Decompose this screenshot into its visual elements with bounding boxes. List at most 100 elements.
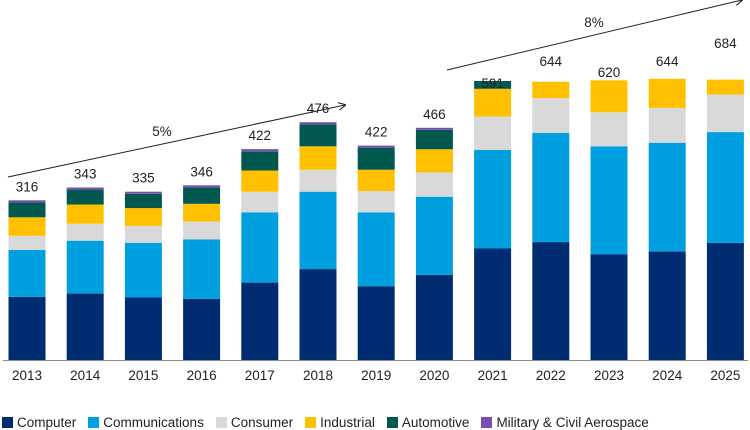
bar-segment-computer-2020 <box>415 274 453 360</box>
total-label-2014: 343 <box>74 167 97 182</box>
bar-segment-computer-2016 <box>183 298 221 360</box>
bar-segment-industrial-2022 <box>532 81 570 98</box>
bar-segment-automotive-2017 <box>241 151 279 171</box>
bar-segment-computer-2013 <box>8 296 46 360</box>
cagr-annotations: 5% 8% <box>7 0 742 178</box>
total-label-2015: 335 <box>132 171 155 186</box>
total-label-2017: 422 <box>249 128 272 143</box>
bar-segment-communications-2014 <box>66 240 104 294</box>
bar-segment-consumer-2013 <box>8 235 46 250</box>
legend-swatch <box>88 416 100 428</box>
bar-segment-industrial-2018 <box>299 146 337 170</box>
bar-segment-military-civil-aerospace-2015 <box>124 191 162 194</box>
bar-segment-computer-2015 <box>124 297 162 360</box>
legend-swatch <box>386 416 398 428</box>
legend-item-military-civil-aerospace: Military & Civil Aerospace <box>481 414 649 430</box>
bar-segment-communications-2024 <box>648 142 686 252</box>
legend-swatch <box>305 416 317 428</box>
bar-segment-industrial-2016 <box>183 203 221 222</box>
bar-segment-communications-2013 <box>8 249 46 297</box>
total-label-2021: 591 <box>481 76 504 91</box>
bar-segment-communications-2021 <box>474 149 512 249</box>
bar-segment-consumer-2017 <box>241 191 279 213</box>
legend-label: Communications <box>103 414 204 430</box>
growth-label: 5% <box>152 124 172 139</box>
bar-segment-military-civil-aerospace-2020 <box>415 127 453 130</box>
bar-segment-automotive-2015 <box>124 193 162 209</box>
bar-segment-industrial-2020 <box>415 149 453 173</box>
bar-segment-computer-2025 <box>706 242 744 360</box>
bar-segment-communications-2022 <box>532 132 570 243</box>
x-tick-label: 2017 <box>245 368 275 383</box>
bar-segment-military-civil-aerospace-2016 <box>183 185 221 188</box>
bar-segment-communications-2020 <box>415 196 453 275</box>
bar-segment-computer-2023 <box>590 254 628 360</box>
x-tick-label: 2022 <box>536 368 566 383</box>
bar-segment-consumer-2025 <box>706 94 744 133</box>
bar-segment-communications-2023 <box>590 146 628 255</box>
legend-label: Industrial <box>320 414 375 430</box>
bar-segment-computer-2019 <box>357 286 395 360</box>
legend-item-industrial: Industrial <box>305 415 375 430</box>
bar-segment-military-civil-aerospace-2014 <box>66 187 104 190</box>
legend-swatch <box>215 416 227 428</box>
bar-segment-industrial-2021 <box>474 88 512 117</box>
bar-segment-automotive-2016 <box>183 187 221 204</box>
bar-segment-automotive-2021 <box>474 81 512 89</box>
bar-segment-industrial-2017 <box>241 170 279 192</box>
legend-item-automotive: Automotive <box>386 415 469 430</box>
total-label-2022: 644 <box>540 54 563 69</box>
total-label-2024: 644 <box>656 54 679 69</box>
bar-segment-consumer-2022 <box>532 98 570 133</box>
bar-segment-automotive-2013 <box>8 202 46 218</box>
bar-segment-communications-2015 <box>124 242 162 298</box>
bar-segment-industrial-2014 <box>66 204 104 224</box>
legend-item-consumer: Consumer <box>215 415 293 430</box>
bar-segment-communications-2017 <box>241 212 279 283</box>
bar-segment-industrial-2025 <box>706 79 744 95</box>
legend-swatch <box>2 416 13 428</box>
bar-segment-consumer-2018 <box>299 169 337 192</box>
total-label-2023: 620 <box>598 65 621 80</box>
bar-segment-communications-2016 <box>183 239 221 299</box>
x-tick-label: 2015 <box>128 368 158 383</box>
bar-segment-industrial-2013 <box>8 217 46 236</box>
bar-segment-computer-2017 <box>241 282 279 360</box>
legend-swatch <box>481 416 493 428</box>
legend: Computer Communications Consumer Industrial… <box>2 414 661 430</box>
bar-segment-automotive-2020 <box>415 130 453 150</box>
x-tick-label: 2021 <box>478 368 508 383</box>
bar-segment-consumer-2021 <box>474 116 512 150</box>
bar-segment-consumer-2023 <box>590 112 628 147</box>
growth-label: 8% <box>584 15 604 30</box>
bar-segment-military-civil-aerospace-2013 <box>8 200 46 203</box>
bar-segment-consumer-2016 <box>183 221 221 240</box>
bar-segment-computer-2021 <box>474 248 512 360</box>
bar-segment-communications-2018 <box>299 191 337 270</box>
bar-segment-communications-2025 <box>706 132 744 243</box>
bars-layer <box>8 78 744 360</box>
x-tick-label: 2013 <box>12 368 42 383</box>
bar-segment-consumer-2015 <box>124 225 162 243</box>
x-tick-label: 2014 <box>70 368 101 383</box>
x-axis-ticks: 2013 2014 2015 2016 2017 2018 2019 2020 2021 2022… <box>12 368 740 383</box>
bar-segment-consumer-2020 <box>415 172 453 197</box>
legend-label: Military & Civil Aerospace <box>496 414 649 430</box>
bar-segment-computer-2022 <box>532 242 570 360</box>
x-tick-label: 2024 <box>652 368 683 383</box>
bar-segment-computer-2024 <box>648 251 686 360</box>
x-tick-label: 2019 <box>361 368 391 383</box>
bar-segment-consumer-2024 <box>648 108 686 143</box>
x-tick-label: 2018 <box>303 368 333 383</box>
bar-segment-industrial-2023 <box>590 80 628 113</box>
total-label-2025: 684 <box>714 36 737 51</box>
legend-item-computer: Computer <box>2 415 76 430</box>
total-label-2016: 346 <box>190 164 213 179</box>
total-label-2019: 422 <box>365 125 388 140</box>
bar-segment-military-civil-aerospace-2018 <box>299 122 337 125</box>
bar-segment-military-civil-aerospace-2019 <box>357 145 395 148</box>
bar-segment-industrial-2024 <box>648 78 686 108</box>
legend-item-communications: Communications <box>88 415 204 430</box>
x-tick-label: 2025 <box>710 368 740 383</box>
